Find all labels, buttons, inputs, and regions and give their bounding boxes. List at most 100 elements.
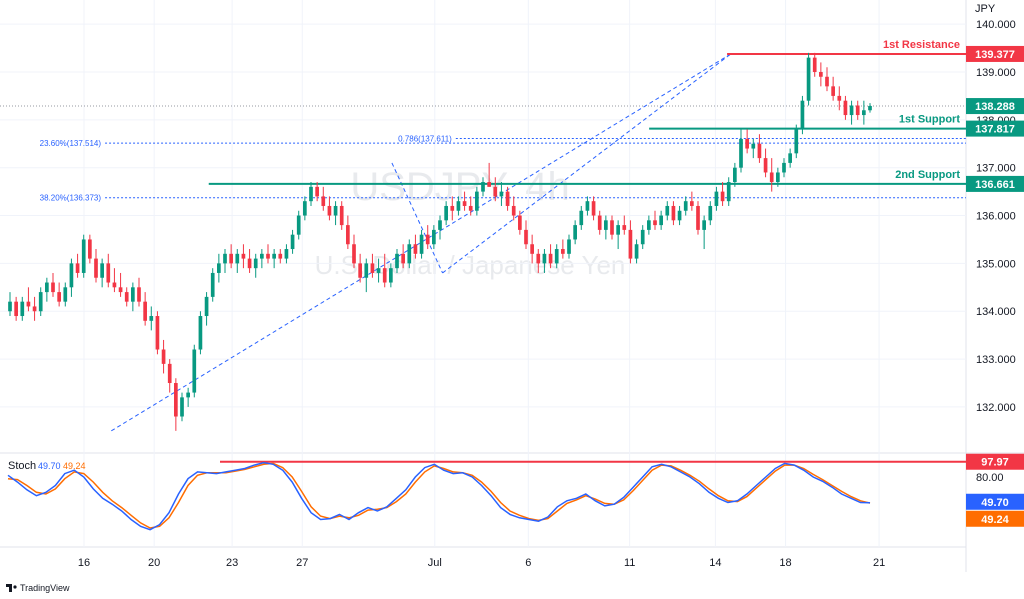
candle-body xyxy=(124,292,129,302)
candle-body xyxy=(112,282,117,288)
time-tick-label: Jul xyxy=(428,557,442,569)
candle-body xyxy=(278,253,283,259)
candle-body xyxy=(223,253,227,264)
candle-body xyxy=(32,306,37,312)
tradingview-logo[interactable]: TradingView xyxy=(6,583,70,593)
candle-body xyxy=(198,316,203,350)
candle-body xyxy=(591,201,596,216)
candle-body xyxy=(51,282,55,293)
candle-body xyxy=(389,268,393,283)
candle-body xyxy=(542,253,547,264)
candle-body xyxy=(364,263,369,278)
candle-body xyxy=(640,229,645,245)
candle-body xyxy=(573,225,577,240)
candle-body xyxy=(843,100,848,116)
candle-body xyxy=(131,287,135,302)
candle-body xyxy=(505,191,510,206)
candle-body xyxy=(561,249,565,254)
candle-body xyxy=(352,244,356,264)
time-tick-label: 11 xyxy=(624,557,635,569)
candle-body xyxy=(782,162,786,173)
candle-body xyxy=(315,186,319,197)
candle-body xyxy=(745,138,749,149)
candle-body xyxy=(794,129,799,154)
candle-body xyxy=(38,292,43,312)
candle-body xyxy=(137,287,141,302)
candle-body xyxy=(210,272,215,297)
level-price-badge-text: 136.661 xyxy=(975,179,1015,191)
candle-body xyxy=(296,215,301,235)
candle-body xyxy=(106,263,111,283)
candle-body xyxy=(419,234,424,254)
fibonacci-label: 38.20%(136.373) xyxy=(40,194,102,203)
stoch-d-badge xyxy=(966,510,1024,527)
candle-body xyxy=(493,186,498,197)
price-tick-label: 134.000 xyxy=(976,306,1016,318)
candle-body xyxy=(26,301,31,307)
stoch-extreme-badge xyxy=(966,453,1024,470)
candle-body xyxy=(825,76,829,87)
candle-body xyxy=(88,239,92,259)
candle-body xyxy=(468,205,473,211)
candle-body xyxy=(769,172,774,183)
trendline xyxy=(391,162,444,274)
candle-body xyxy=(788,153,792,163)
price-tick-label: 135.000 xyxy=(976,258,1016,270)
candle-body xyxy=(94,258,98,278)
stoch-k-line xyxy=(7,461,871,531)
candle-body xyxy=(481,182,485,192)
candle-body xyxy=(696,205,700,230)
level-price-badge xyxy=(966,45,1024,62)
time-tick-label: 6 xyxy=(525,557,531,569)
time-tick-label: 23 xyxy=(226,557,238,569)
candle-body xyxy=(536,253,541,264)
time-tick-label: 21 xyxy=(873,557,885,569)
candle-body xyxy=(8,301,12,312)
candles xyxy=(8,52,872,431)
candle-body xyxy=(690,201,694,206)
candle-body xyxy=(438,220,442,230)
candle-body xyxy=(610,220,614,235)
tradingview-logo-text: TradingView xyxy=(20,583,70,593)
candle-body xyxy=(45,282,49,293)
candle-body xyxy=(677,210,682,221)
candle-body xyxy=(303,201,307,216)
candle-body xyxy=(63,287,68,302)
level-price-badge xyxy=(966,120,1024,137)
candle-body xyxy=(161,349,166,364)
candle-body xyxy=(376,268,381,273)
candle-body xyxy=(149,316,154,321)
candle-body xyxy=(616,225,620,235)
candle-body xyxy=(634,244,639,259)
candle-body xyxy=(290,234,295,250)
candle-body xyxy=(585,201,590,211)
candle-body xyxy=(548,253,553,264)
candle-body xyxy=(186,392,190,398)
level-name-label: 2nd Support xyxy=(895,169,960,181)
candle-body xyxy=(511,205,516,216)
candle-body xyxy=(837,95,842,101)
candle-body xyxy=(180,397,184,417)
candle-body xyxy=(855,105,860,116)
stoch-k-badge-text: 49.70 xyxy=(981,497,1009,509)
time-tick-label: 20 xyxy=(148,557,160,569)
candle-body xyxy=(407,244,412,264)
candle-body xyxy=(487,182,491,187)
candle-body xyxy=(358,263,362,278)
candle-body xyxy=(174,383,178,417)
stoch-d-badge-text: 49.24 xyxy=(981,514,1009,526)
candle-body xyxy=(450,205,455,211)
candle-body xyxy=(272,253,276,259)
candle-body xyxy=(57,292,61,302)
candle-body xyxy=(622,225,627,230)
candle-body xyxy=(739,138,743,168)
candle-body xyxy=(284,249,289,259)
candle-body xyxy=(69,263,74,288)
stoch-d-legend: 49.24 xyxy=(63,461,86,471)
candle-body xyxy=(432,229,436,245)
candle-body xyxy=(726,182,731,202)
currency-label: JPY xyxy=(975,3,996,15)
candle-body xyxy=(579,210,584,226)
candle-body xyxy=(327,205,332,216)
